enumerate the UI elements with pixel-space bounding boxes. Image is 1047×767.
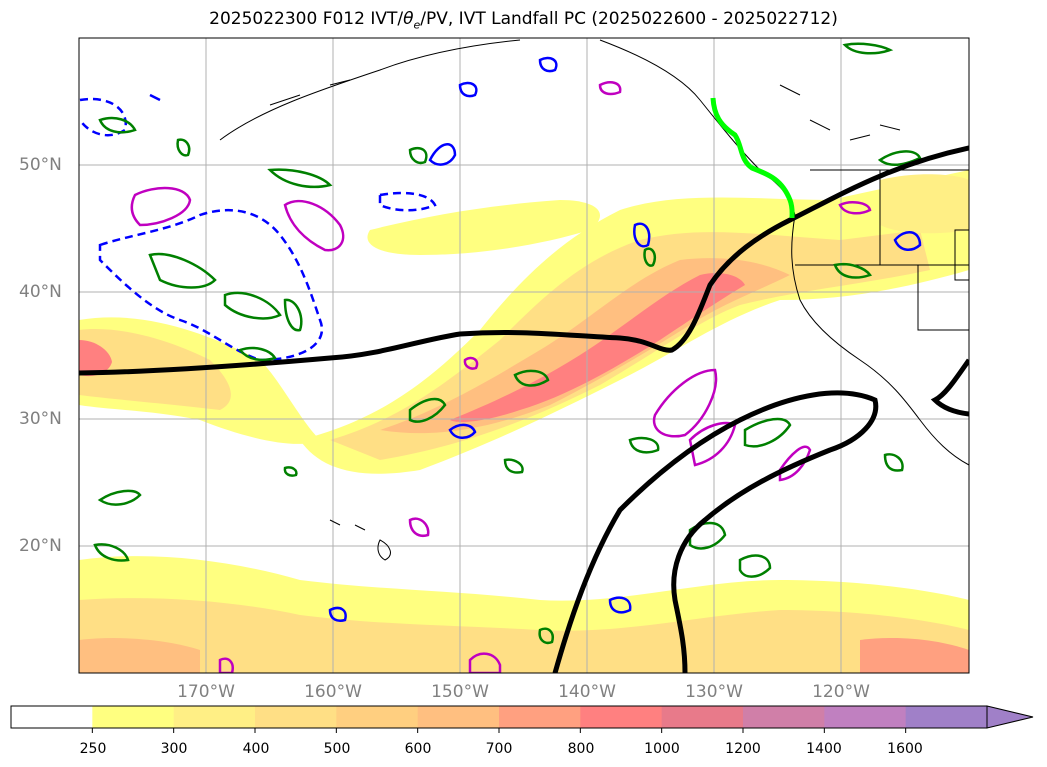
colorbar-segments — [11, 706, 988, 728]
colorbar — [10, 705, 1034, 733]
colorbar-segment — [173, 706, 256, 728]
ivt-south-400 — [79, 598, 969, 673]
colorbar-segment — [336, 706, 419, 728]
colorbar-segment — [743, 706, 825, 728]
ivt-shading — [79, 170, 969, 673]
colorbar-tick-1400: 1400 — [806, 741, 842, 757]
colorbar-tick-300: 300 — [160, 741, 188, 757]
pv-contours — [93, 42, 922, 645]
colorbar-segment — [905, 706, 988, 728]
theta-e-contours — [79, 56, 922, 622]
colorbar-segment — [499, 706, 581, 728]
colorbar-extend-arrow — [986, 705, 1034, 729]
colorbar-segment — [824, 706, 907, 728]
colorbar-segment — [417, 706, 500, 728]
lon-label-140w: 140°W — [558, 682, 616, 702]
colorbar-tick-500: 500 — [323, 741, 351, 757]
colorbar-tick-400: 400 — [242, 741, 270, 757]
colorbar-tick-1600: 1600 — [887, 741, 923, 757]
lon-label-150w: 150°W — [431, 682, 489, 702]
ivt-band-800 — [450, 273, 745, 422]
map-gridlines — [79, 38, 969, 673]
ivt-ne-250 — [880, 174, 969, 234]
ivt-west-800 — [79, 340, 112, 377]
lon-label-170w: 170°W — [177, 682, 235, 702]
lon-label-160w: 160°W — [304, 682, 362, 702]
colorbar-tick-800: 800 — [567, 741, 595, 757]
colorbar-segment — [661, 706, 744, 728]
landfall-pc-line — [710, 97, 795, 219]
lon-label-130w: 130°W — [685, 682, 743, 702]
colorbar-tick-600: 600 — [404, 741, 432, 757]
colorbar-tick-1200: 1200 — [725, 741, 761, 757]
pc-contours — [130, 81, 872, 673]
colorbar-tick-250: 250 — [79, 741, 107, 757]
lat-label-40n: 40°N — [19, 282, 62, 302]
colorbar-tick-1000: 1000 — [644, 741, 680, 757]
ivt-pc-contours — [79, 145, 969, 673]
ivt-south-east-600 — [860, 638, 969, 673]
lat-label-30n: 30°N — [19, 409, 62, 429]
lat-label-50n: 50°N — [19, 155, 62, 175]
map-area — [79, 38, 969, 673]
map-frame — [78, 37, 970, 674]
lon-label-120w: 120°W — [812, 682, 870, 702]
colorbar-segment — [11, 706, 93, 728]
ivt-south-600 — [79, 638, 200, 673]
colorbar-segment — [92, 706, 175, 728]
colorbar-tick-700: 700 — [485, 741, 513, 757]
colorbar-segment — [255, 706, 337, 728]
map-title: 2025022300 F012 IVT/θe/PV, IVT Landfall … — [209, 9, 838, 32]
ivt-mid-250 — [367, 200, 600, 255]
colorbar-segment — [580, 706, 663, 728]
lat-label-20n: 20°N — [19, 536, 62, 556]
